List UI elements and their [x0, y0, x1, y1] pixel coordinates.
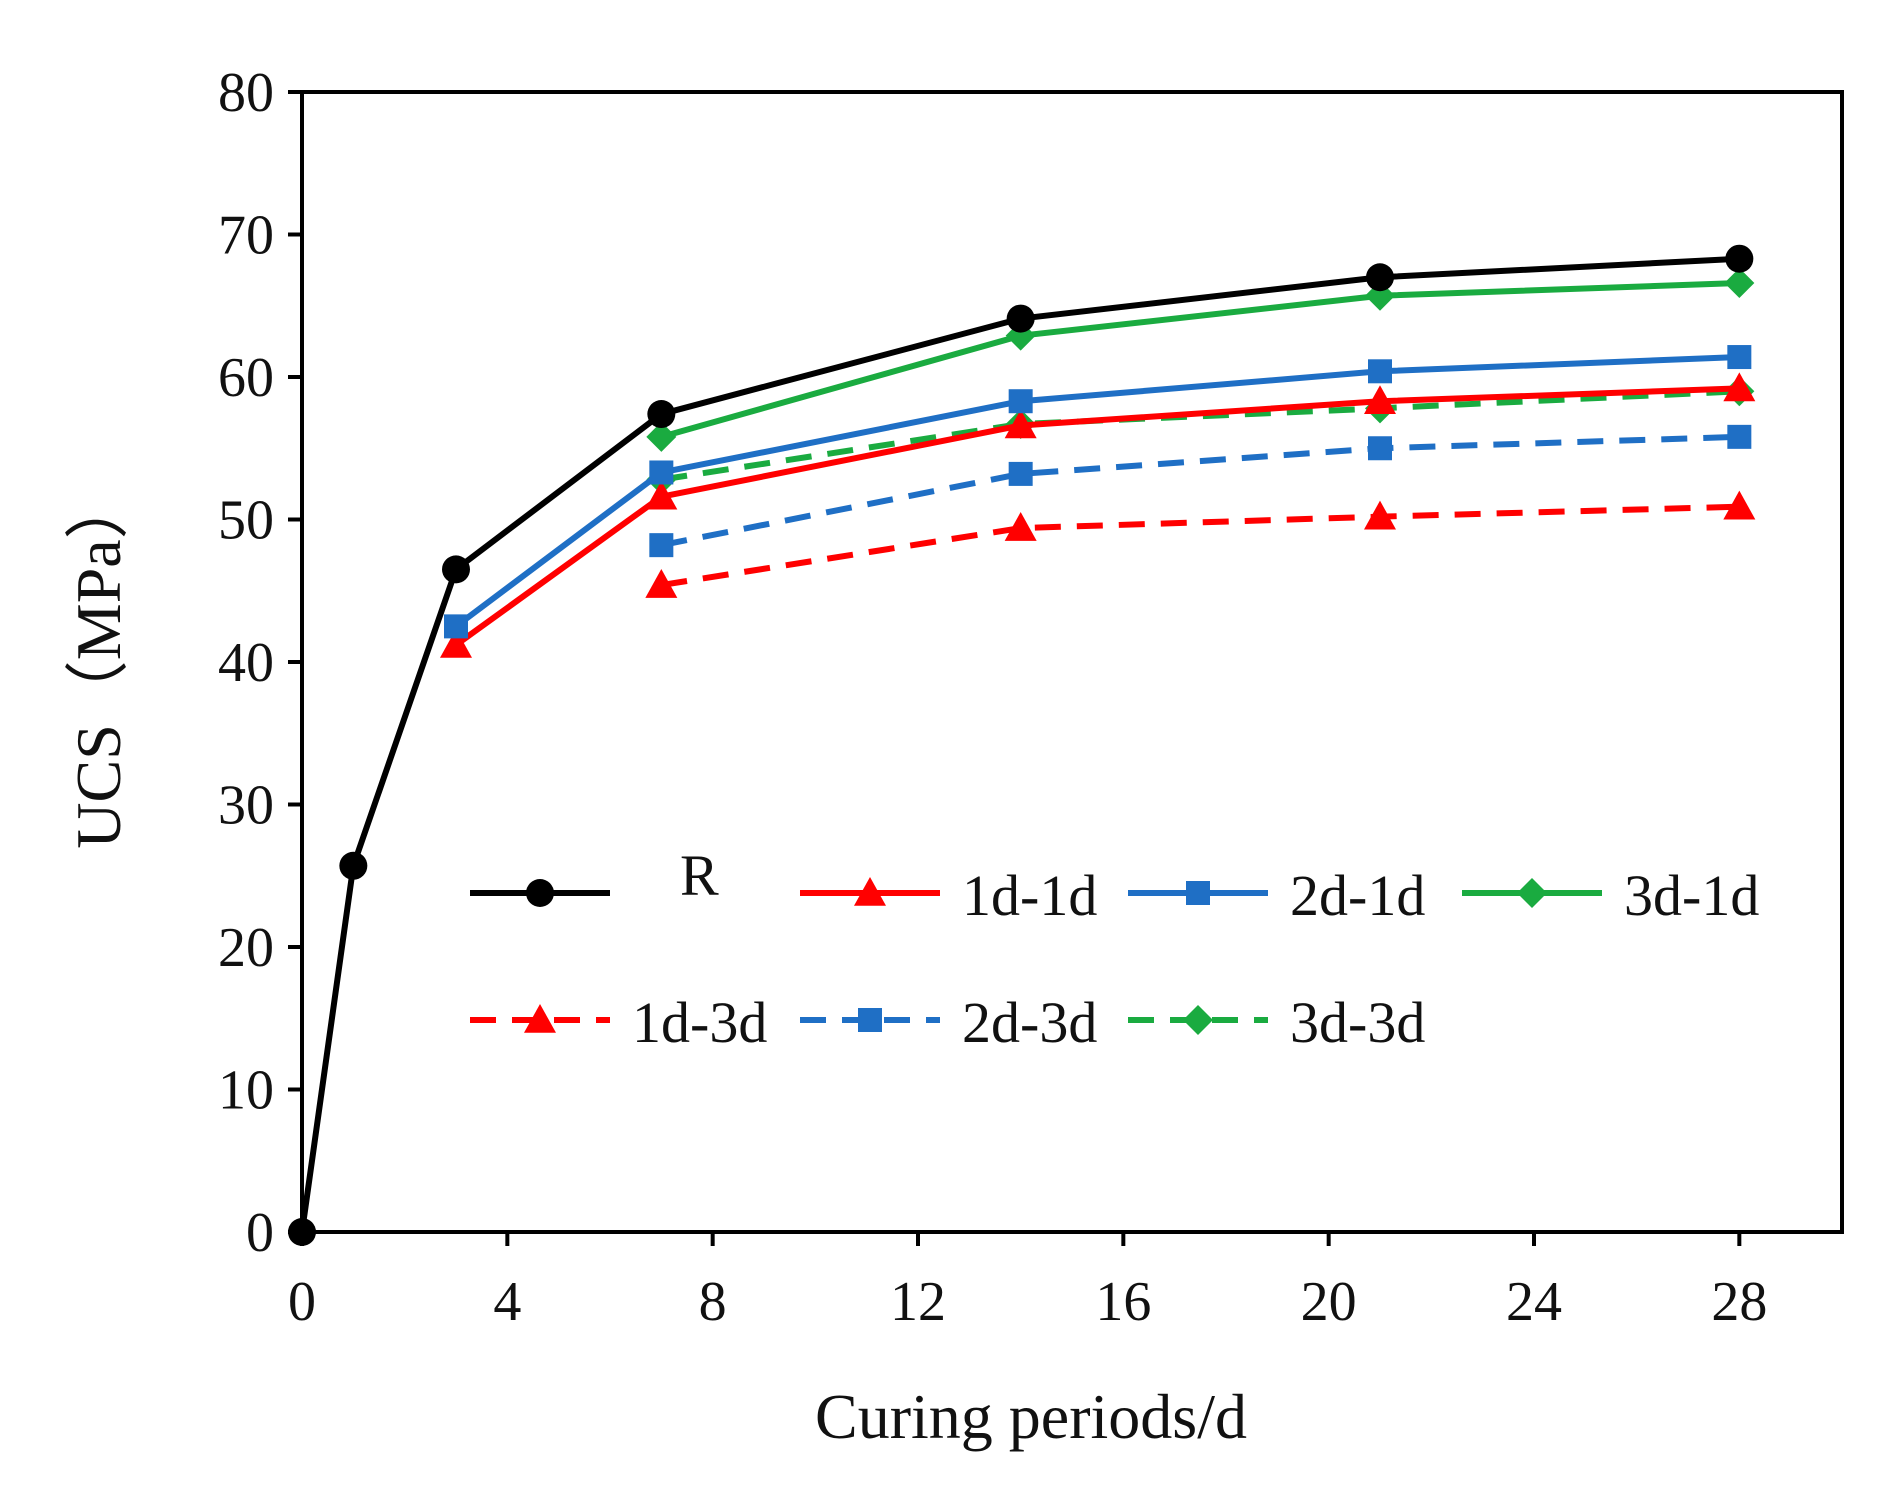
legend-label-1d-3d: 1d-3d	[632, 990, 767, 1055]
x-tick-label: 16	[1095, 1271, 1151, 1333]
legend-label-3d-1d: 3d-1d	[1624, 863, 1759, 928]
series-1d-1d	[440, 372, 1756, 658]
legend-label-2d-1d: 2d-1d	[1290, 863, 1425, 928]
x-axis-ticks: 0 4 8 12 16 20 24 28	[288, 1232, 1767, 1333]
data-point-r	[339, 851, 368, 880]
series-2d-3d	[649, 424, 1752, 558]
data-point-r	[288, 1218, 316, 1246]
data-point-2d-1d	[649, 460, 674, 485]
legend-marker-1d-3d	[524, 1004, 556, 1033]
x-tick-label: 20	[1301, 1271, 1357, 1333]
x-tick-label: 8	[699, 1271, 727, 1333]
series-line-1d-3d	[660, 503, 1740, 589]
data-point-3d-1d	[1724, 267, 1755, 298]
series-layer	[288, 244, 1756, 1246]
data-point-2d-3d	[1008, 461, 1033, 486]
data-point-2d-3d	[1727, 424, 1752, 449]
y-axis-title: UCS（MPa）	[63, 475, 134, 848]
y-tick-label: 30	[218, 775, 274, 837]
legend-item-3d-1d: 3d-1d	[1462, 863, 1759, 928]
data-point-1d-3d	[645, 569, 678, 598]
data-point-2d-3d	[1368, 436, 1392, 461]
y-tick-label: 20	[218, 917, 274, 979]
x-tick-label: 4	[493, 1271, 521, 1333]
data-point-r	[1366, 263, 1394, 292]
series-line-2d-3d	[660, 433, 1740, 549]
data-point-3d-1d	[646, 421, 677, 452]
data-point-r	[442, 555, 470, 584]
legend-marker-2d-3d	[858, 1008, 882, 1032]
legend-item-3d-3d: 3d-3d	[1128, 990, 1425, 1055]
y-tick-label: 70	[218, 205, 274, 267]
x-tick-label: 28	[1711, 1271, 1767, 1333]
data-point-1d-1d	[440, 628, 472, 658]
series-line-3d-1d	[660, 279, 1740, 440]
series-line-3d-3d	[660, 388, 1740, 483]
y-tick-label: 50	[218, 490, 274, 552]
data-point-2d-3d	[649, 533, 674, 558]
legend-item-r: R	[470, 843, 719, 908]
legend-label-3d-3d: 3d-3d	[1290, 990, 1425, 1055]
data-point-1d-1d	[645, 480, 678, 510]
series-1d-3d	[645, 490, 1756, 598]
legend-marker-r	[526, 879, 554, 907]
y-tick-label: 40	[218, 632, 274, 694]
data-point-r	[1725, 244, 1754, 273]
legend-item-2d-3d: 2d-3d	[800, 990, 1097, 1055]
x-tick-label: 0	[288, 1271, 316, 1333]
data-point-1d-3d	[1723, 490, 1756, 520]
legend-label-r: R	[680, 843, 719, 908]
data-point-1d-3d	[1004, 512, 1037, 541]
x-axis-title: Curing periods/d	[815, 1381, 1247, 1452]
y-tick-label: 10	[218, 1060, 274, 1122]
x-tick-label: 24	[1506, 1271, 1562, 1333]
data-point-r	[1006, 304, 1035, 333]
legend-marker-1d-1d	[854, 877, 886, 906]
y-tick-label: 80	[218, 62, 274, 124]
legend-item-2d-1d: 2d-1d	[1128, 863, 1425, 928]
y-tick-label: 60	[218, 347, 274, 409]
x-tick-label: 12	[890, 1271, 946, 1333]
legend-item-1d-1d: 1d-1d	[800, 863, 1097, 928]
y-tick-label: 0	[246, 1202, 274, 1264]
data-point-2d-1d	[1727, 345, 1752, 370]
data-point-2d-1d	[1368, 359, 1392, 384]
y-axis-ticks: 0 10 20 30 40 50 60 70 80	[218, 62, 302, 1264]
legend-item-1d-3d: 1d-3d	[470, 990, 767, 1055]
data-point-1d-1d	[1723, 372, 1756, 402]
legend: R 1d-1d 2d-1d 3d-1d 1d-3d 2d-3d 3d-3d	[470, 843, 1759, 1055]
legend-marker-2d-1d	[1186, 881, 1210, 905]
legend-label-1d-1d: 1d-1d	[962, 863, 1097, 928]
legend-marker-3d-3d	[1183, 1005, 1213, 1035]
data-point-1d-3d	[1364, 500, 1396, 530]
data-point-2d-1d	[444, 614, 468, 639]
data-point-1d-1d	[1364, 385, 1396, 415]
data-point-2d-1d	[1008, 389, 1033, 414]
legend-label-2d-3d: 2d-3d	[962, 990, 1097, 1055]
series-r	[288, 244, 1754, 1246]
data-point-r	[647, 400, 676, 429]
legend-marker-3d-1d	[1517, 878, 1547, 908]
series-2d-1d	[444, 345, 1752, 639]
data-point-1d-1d	[1004, 409, 1037, 439]
